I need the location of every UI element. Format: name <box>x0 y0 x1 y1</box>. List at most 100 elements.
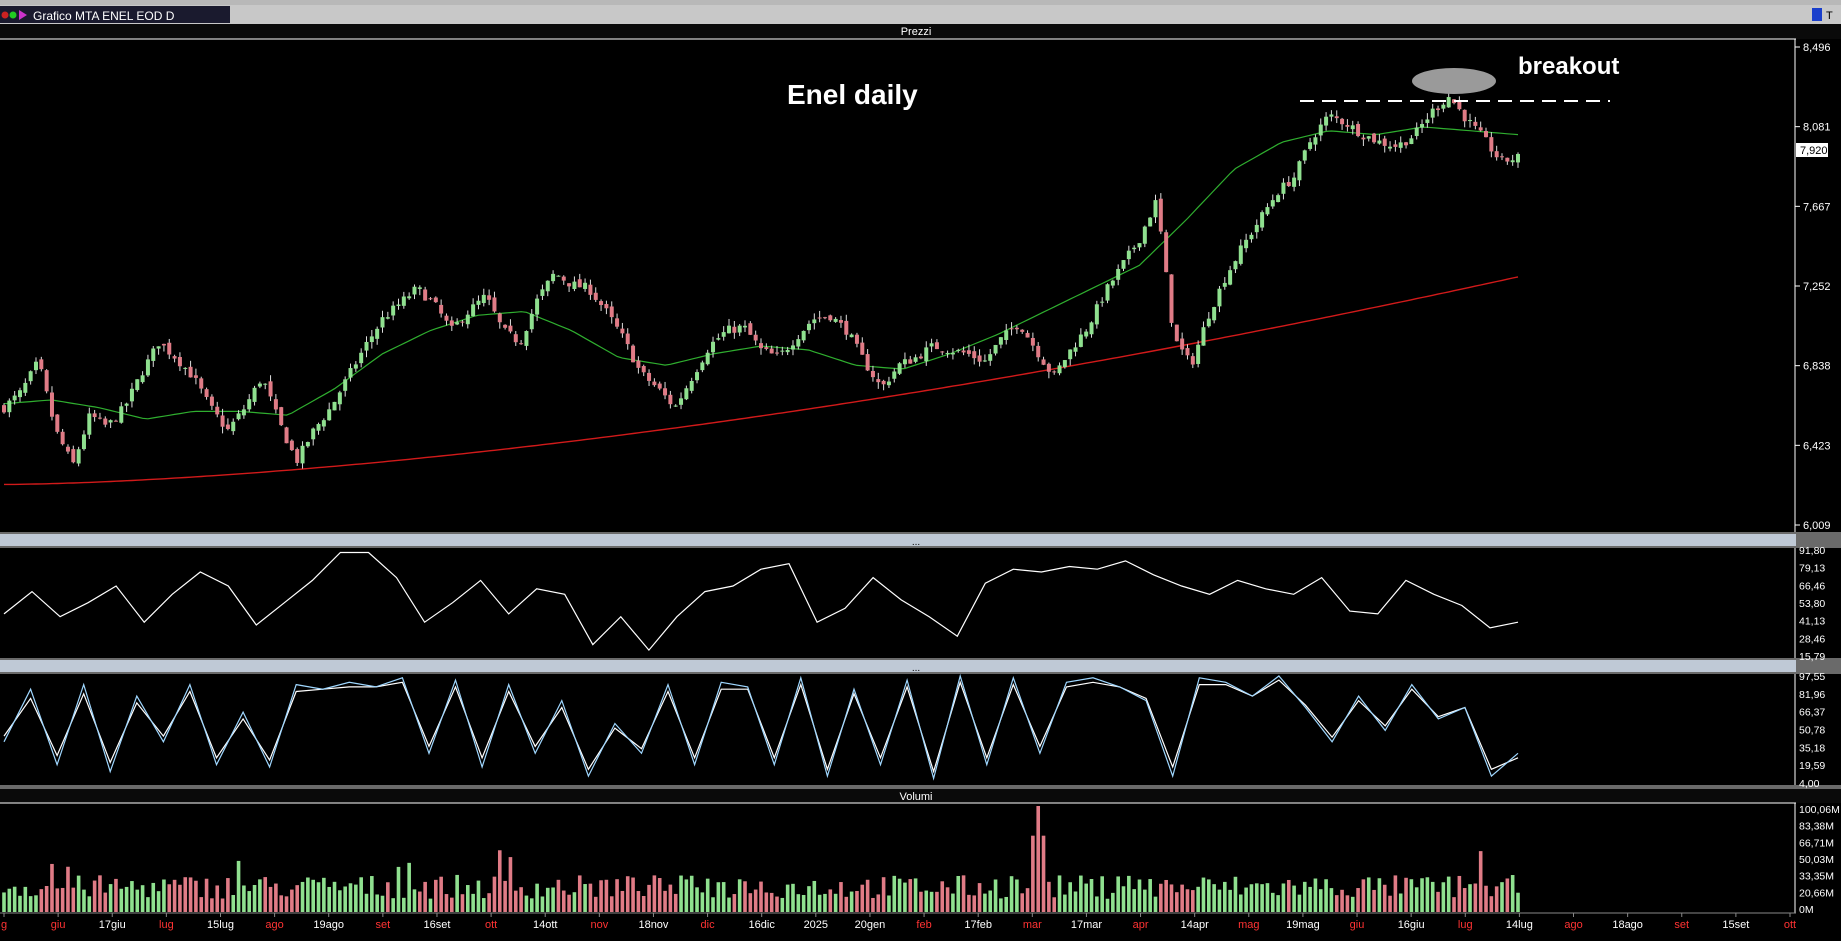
volume-bar <box>593 896 598 912</box>
volume-bar <box>1238 894 1243 912</box>
candle-up <box>1206 318 1211 327</box>
candle-down <box>1041 359 1046 365</box>
volume-bar <box>535 883 539 912</box>
candle-up <box>1105 284 1110 301</box>
volume-bar <box>188 877 193 912</box>
last-price-value: 7,920 <box>1800 145 1828 157</box>
volume-bar <box>487 893 491 912</box>
volume-bar <box>327 886 331 912</box>
volume-bar <box>647 884 651 912</box>
volume-bar <box>108 884 113 912</box>
candle-up <box>1084 331 1089 337</box>
axis-label: 66,37 <box>1799 707 1825 719</box>
breakout-label: breakout <box>1518 53 1619 80</box>
volume-bar <box>1041 835 1046 912</box>
window-control-icon[interactable] <box>1812 8 1822 21</box>
candle-up <box>1116 268 1121 280</box>
volume-bar <box>1089 878 1094 912</box>
volume-bar <box>1286 879 1291 912</box>
candle-up <box>806 323 811 331</box>
candle-up <box>1377 140 1382 144</box>
volume-bar <box>279 895 284 912</box>
volume-bar <box>1430 881 1435 912</box>
candle-down <box>615 318 620 327</box>
volume-bar <box>1175 892 1179 912</box>
volume-bar <box>1302 881 1307 912</box>
candle-up <box>1313 137 1318 145</box>
volume-bar <box>1244 887 1248 912</box>
volume-bar <box>492 876 497 912</box>
candle-up <box>1212 307 1217 321</box>
candle-down <box>199 378 204 389</box>
candle-up <box>401 296 406 306</box>
volume-bar <box>76 875 81 912</box>
candle-down <box>1382 138 1387 146</box>
candle-down <box>103 418 108 425</box>
volume-bar <box>290 889 294 912</box>
candle-up <box>1265 207 1270 215</box>
volume-bar <box>748 893 753 912</box>
volume-bar <box>7 888 12 912</box>
time-axis-label: apr <box>1133 919 1149 931</box>
volume-bar <box>780 897 785 912</box>
candle-down <box>1009 328 1014 330</box>
volume-bar <box>1020 893 1025 912</box>
axis-label: 53,80 <box>1799 598 1825 610</box>
volume-bar <box>641 895 646 912</box>
time-axis-label: g <box>1 919 7 931</box>
volume-bar <box>1052 897 1057 912</box>
candle-up <box>1057 365 1062 374</box>
candle-up <box>1270 200 1275 207</box>
volume-bar <box>1420 878 1424 912</box>
volume-bar <box>497 850 502 912</box>
status-green-dot-icon <box>9 11 17 19</box>
candle-down <box>625 333 630 345</box>
price-axis-label: 6,009 <box>1803 520 1831 532</box>
stochastic-k-line <box>3 673 1519 781</box>
candle-up <box>1446 97 1451 108</box>
volume-bar <box>167 884 172 912</box>
time-axis-label: 2025 <box>804 919 828 931</box>
candle-down <box>1494 151 1499 158</box>
candle-down <box>97 417 102 419</box>
candle-up <box>695 372 700 381</box>
volume-bar <box>1196 886 1200 912</box>
candle-up <box>156 346 161 349</box>
candle-down <box>918 356 923 359</box>
candle-down <box>1014 327 1019 330</box>
volume-bar <box>961 875 966 912</box>
candle-up <box>1414 127 1419 137</box>
candle-down <box>620 328 625 334</box>
candle-down <box>609 306 614 318</box>
time-axis-label: ott <box>485 919 497 931</box>
candle-up <box>801 330 806 341</box>
candle-down <box>966 350 971 354</box>
panel-separators: ...... <box>0 532 1841 789</box>
candle-down <box>1174 324 1179 342</box>
volume-bar <box>689 875 694 912</box>
panel-separator-inner <box>0 660 1796 672</box>
volume-bar <box>1356 888 1360 912</box>
candle-down <box>567 283 572 287</box>
candle-down <box>433 297 438 303</box>
candle-up <box>1094 304 1099 325</box>
volume-bar <box>1127 875 1131 912</box>
time-axis-label: feb <box>916 919 931 931</box>
volume-bar <box>1212 884 1216 912</box>
volume-bar <box>935 891 939 912</box>
play-icon[interactable] <box>19 10 27 20</box>
candle-down <box>1462 109 1467 122</box>
candle-down <box>881 380 886 385</box>
candle-down <box>870 370 875 378</box>
candle-up <box>673 405 678 407</box>
candle-up <box>1142 226 1147 244</box>
candle-up <box>151 348 156 361</box>
volume-bar <box>737 879 742 912</box>
axis-label: 91,80 <box>1799 545 1825 557</box>
candle-up <box>119 406 124 423</box>
volume-bar <box>791 883 795 912</box>
candle-down <box>513 334 518 343</box>
candle-up <box>545 280 550 292</box>
time-axis-label: 19ago <box>313 919 344 931</box>
volume-bar <box>268 886 273 912</box>
